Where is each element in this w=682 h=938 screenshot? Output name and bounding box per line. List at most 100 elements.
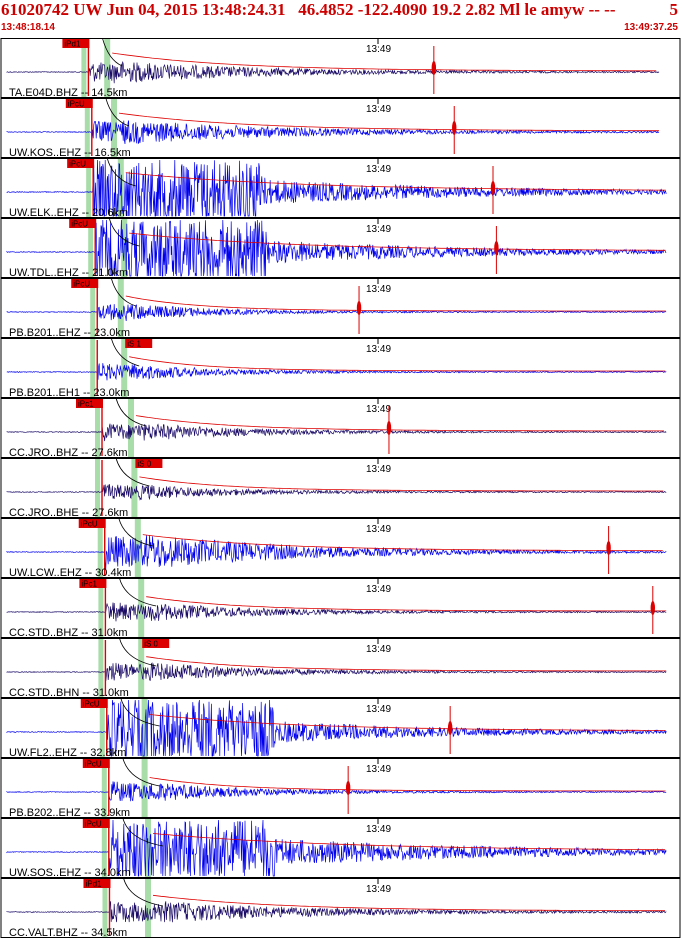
phase-label: iPcU: [81, 520, 98, 529]
channel-label: PB.B201..EH1 -- 23.0km: [9, 387, 129, 399]
trace-frame: [0, 338, 681, 398]
minute-tick-label: 13:49: [366, 644, 391, 655]
minute-tick-label: 13:49: [366, 764, 391, 775]
phase-label: iPc1: [78, 400, 94, 409]
p-window: [98, 579, 104, 637]
channel-label: UW.SOS..EHZ -- 34.0km: [9, 867, 131, 879]
coda-envelope: [149, 714, 666, 731]
trace-row: 13:49 iS 0 CC.JRO..BHE -- 27.6km: [0, 457, 681, 519]
trace-frame: [0, 458, 681, 518]
minute-tick-label: 13:49: [366, 464, 391, 475]
trace-row: 13:49 iPcU UW.KOS..EHZ -- 16.5km: [0, 97, 681, 159]
moveout-curve: [102, 38, 123, 67]
phase-label: iPcU: [73, 280, 90, 289]
phase-label: iPcU: [85, 820, 102, 829]
s-window: [131, 459, 138, 517]
minute-tick-label: 13:49: [366, 284, 391, 295]
phase-label: iPcU: [68, 100, 85, 109]
header: 61020742 UW Jun 04, 2015 13:48:24.31 46.…: [0, 0, 682, 38]
moveout-curve: [105, 97, 130, 127]
amplitude-marker-dot: [345, 781, 351, 795]
trace-row: 13:49 iS 0 CC.STD..BHN -- 31.0km: [0, 637, 681, 699]
coda-envelope: [118, 112, 659, 132]
channel-label: PB.B202..EHZ -- 33.9km: [9, 807, 130, 819]
coda-envelope: [146, 656, 667, 672]
minute-tick-label: 13:49: [366, 704, 391, 715]
moveout-curve: [119, 637, 157, 667]
trace-frame: [0, 98, 681, 158]
moveout-curve: [108, 217, 140, 247]
p-window: [88, 219, 94, 277]
phase-label: iS 1: [127, 340, 141, 349]
phase-label: iPd1: [64, 40, 81, 49]
phase-label-box: [71, 279, 99, 288]
channel-label: UW.LCW..EHZ -- 30.4km: [9, 567, 131, 579]
coda-envelope: [139, 476, 664, 492]
minute-tick-label: 13:49: [366, 224, 391, 235]
p-window: [86, 159, 92, 217]
phase-label: iPcU: [83, 700, 100, 709]
trace-frame: [0, 818, 681, 878]
waveform: [6, 484, 667, 501]
waveform: [6, 120, 660, 145]
waveform: [6, 819, 667, 877]
moveout-curve: [115, 457, 150, 487]
amplitude-marker-dot: [447, 721, 453, 735]
trace-row: 13:49 iS 1 PB.B201..EH1 -- 23.0km: [0, 337, 681, 399]
minute-tick-label: 13:49: [366, 164, 391, 175]
channel-label: UW.FL2..EHZ -- 32.8km: [9, 747, 126, 759]
coda-envelope: [142, 534, 663, 552]
minute-tick-label: 13:49: [366, 584, 391, 595]
channel-label: UW.ELK..EHZ -- 20.6km: [9, 207, 128, 219]
waveform: [6, 535, 667, 570]
p-window: [98, 639, 104, 697]
coda-envelope: [152, 833, 665, 851]
minute-tick-label: 13:49: [366, 104, 391, 115]
coda-envelope: [135, 415, 664, 432]
s-window: [138, 579, 145, 637]
channel-label: CC.STD..BHN -- 31.0km: [9, 687, 129, 699]
amplitude-marker-dot: [356, 301, 362, 315]
moveout-curve: [110, 277, 136, 307]
moveout-curve: [110, 337, 140, 367]
phase-label-box: [82, 819, 110, 828]
trace-frame: [0, 758, 681, 818]
s-window: [111, 99, 117, 157]
trace-row: 13:49 iPcU PB.B201..EHZ -- 23.0km: [0, 277, 681, 339]
moveout-curve: [119, 577, 157, 607]
p-window: [95, 399, 100, 457]
coda-envelope: [152, 894, 665, 912]
amplitude-marker-dot: [490, 181, 496, 195]
moveout-curve: [120, 697, 160, 727]
trace-row: 13:49 iPd1 CC.VALT.BHZ -- 34.5km: [0, 877, 681, 938]
p-window: [99, 699, 105, 757]
p-window: [81, 39, 87, 97]
coda-envelope: [149, 777, 666, 792]
phase-label-box: [83, 879, 111, 888]
waveform: [6, 781, 667, 802]
trace-row: 13:49 iPcU UW.ELK..EHZ -- 20.6km: [0, 157, 681, 219]
channel-label: TA.E04D.BHZ -- 14.5km: [9, 87, 127, 99]
trace-row: 13:49 iPcU UW.SOS..EHZ -- 34.0km: [0, 817, 681, 879]
channel-label: CC.VALT.BHZ -- 34.5km: [9, 927, 127, 938]
amplitude-marker-dot: [606, 541, 611, 555]
s-window: [141, 699, 148, 757]
end-time: 13:49:37.25: [624, 22, 678, 33]
waveform: [6, 662, 667, 682]
event-title: 61020742 UW Jun 04, 2015 13:48:24.31 46.…: [1, 0, 616, 19]
p-window: [95, 459, 100, 517]
coda-envelope: [125, 295, 666, 312]
trace-frame: [0, 38, 681, 98]
waveform: [6, 61, 660, 84]
start-time: 13:48:18.14: [1, 22, 55, 33]
amplitude-marker-dot: [494, 241, 499, 255]
amplitude-marker-dot: [650, 601, 655, 615]
p-window: [90, 339, 96, 397]
phase-label: iPd1: [85, 880, 102, 889]
phase-label-box: [76, 399, 103, 408]
trace-row: 13:49 iPcU UW.LCW..EHZ -- 30.4km: [0, 517, 681, 579]
trace-row: 13:49 iPd1 TA.E04D.BHZ -- 14.5km: [0, 38, 681, 99]
minute-tick-label: 13:49: [366, 524, 391, 535]
channel-label: CC.JRO..BHZ -- 27.6km: [9, 447, 128, 459]
